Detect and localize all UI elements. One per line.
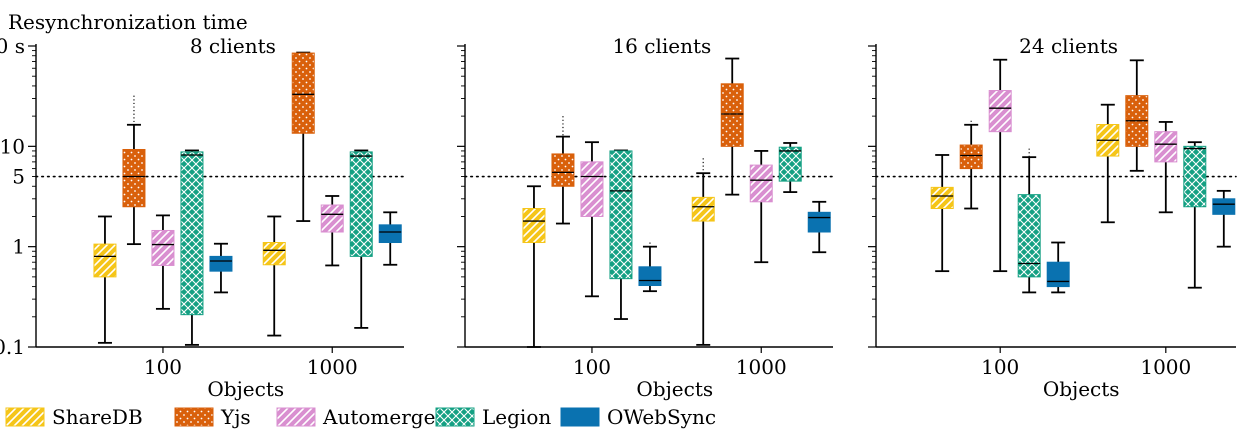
box-yjs	[291, 51, 315, 222]
box-body	[1046, 261, 1070, 288]
box-legion	[609, 149, 633, 320]
box-owebsync	[378, 211, 402, 266]
box-owebsync	[807, 200, 831, 254]
box-body	[1212, 198, 1236, 215]
box-yjs	[122, 95, 146, 246]
y-tick-label: 100 s	[0, 34, 25, 58]
box-body	[551, 153, 575, 187]
legend-label: Legion	[482, 405, 551, 429]
box-body	[609, 150, 633, 280]
box-automerge	[988, 58, 1012, 273]
box-body	[180, 151, 204, 316]
legend-item-yjs: Yjs	[174, 405, 251, 429]
legend-label: Yjs	[220, 405, 251, 429]
box-owebsync	[1212, 189, 1236, 248]
box-body	[749, 164, 773, 203]
figure-title: Resynchronization time	[8, 10, 248, 34]
box-yjs	[959, 120, 983, 210]
y-tick-label: 1	[12, 235, 25, 259]
legend-swatch	[5, 407, 45, 427]
box-body	[93, 243, 117, 278]
legend: ShareDB Yjs Automerge Legion OWebSync	[5, 405, 716, 429]
box-body	[807, 211, 831, 233]
box-body	[959, 144, 983, 170]
box-body	[638, 266, 662, 287]
box-sharedb	[1096, 103, 1120, 224]
box-legion	[349, 149, 373, 329]
box-body	[720, 83, 744, 147]
legend-swatch	[435, 407, 475, 427]
x-axis-label: Objects	[1043, 377, 1120, 401]
x-tick-label: 100	[573, 355, 611, 379]
x-tick-label: 1000	[736, 355, 787, 379]
box-body	[1183, 145, 1207, 208]
box-automerge	[580, 141, 604, 298]
legend-swatch	[560, 407, 600, 427]
legend-label: ShareDB	[52, 405, 143, 429]
legend-swatch	[174, 407, 214, 427]
box-body	[320, 204, 344, 233]
box-sharedb	[930, 154, 954, 273]
x-axis-label: Objects	[636, 377, 713, 401]
box-automerge	[1154, 121, 1178, 214]
box-body	[988, 90, 1012, 133]
box-body	[378, 224, 402, 244]
box-automerge	[749, 150, 773, 264]
legend-label: OWebSync	[607, 405, 716, 429]
y-tick-label: 0.1	[0, 335, 25, 359]
legend-label: Automerge	[322, 405, 435, 429]
box-sharedb	[262, 215, 286, 337]
x-tick-label: 100	[144, 355, 182, 379]
y-tick-label: 5	[12, 165, 25, 189]
box-owebsync	[1046, 241, 1070, 294]
box-yjs	[551, 116, 575, 225]
box-yjs	[720, 57, 744, 196]
y-tick-label: 10	[0, 134, 25, 158]
box-sharedb	[691, 158, 715, 346]
x-axis-label: Objects	[207, 377, 284, 401]
box-body	[930, 186, 954, 210]
box-body	[291, 52, 315, 134]
panel-8-clients: 0.1 1 5 10 100 s 8 clients 100 1000 Objects	[0, 34, 405, 401]
box-owebsync	[638, 242, 662, 293]
box-sharedb	[93, 215, 117, 344]
box-sharedb	[522, 185, 546, 348]
box-body	[580, 161, 604, 217]
box-body	[122, 148, 146, 208]
box-body	[1154, 131, 1178, 163]
box-body	[151, 229, 175, 266]
box-legion	[778, 142, 802, 193]
box-automerge	[151, 214, 175, 310]
panel-title: 24 clients	[1019, 34, 1118, 58]
box-owebsync	[209, 242, 233, 294]
box-legion	[1017, 148, 1041, 294]
legend-item-automerge: Automerge	[276, 405, 435, 429]
legend-item-legion: Legion	[435, 405, 551, 429]
box-body	[349, 151, 373, 257]
box-body	[778, 146, 802, 182]
box-automerge	[320, 195, 344, 267]
panel-24-clients: 24 clients 100 1000 Objects	[868, 34, 1237, 401]
box-body	[209, 255, 233, 272]
legend-item-owebsync: OWebSync	[560, 405, 716, 429]
box-legion	[1183, 141, 1207, 289]
box-body	[1017, 194, 1041, 278]
x-tick-label: 1000	[1140, 355, 1191, 379]
box-body	[522, 208, 546, 244]
panel-title: 8 clients	[190, 34, 276, 58]
box-legion	[180, 149, 204, 346]
x-tick-label: 1000	[307, 355, 358, 379]
x-tick-label: 100	[981, 355, 1019, 379]
panel-title: 16 clients	[612, 34, 711, 58]
legend-swatch	[276, 407, 316, 427]
box-yjs	[1125, 59, 1149, 172]
panel-16-clients: 16 clients 100 1000 Objects	[457, 34, 834, 401]
box-body	[691, 196, 715, 222]
box-body	[262, 242, 286, 266]
legend-item-sharedb: ShareDB	[5, 405, 143, 429]
